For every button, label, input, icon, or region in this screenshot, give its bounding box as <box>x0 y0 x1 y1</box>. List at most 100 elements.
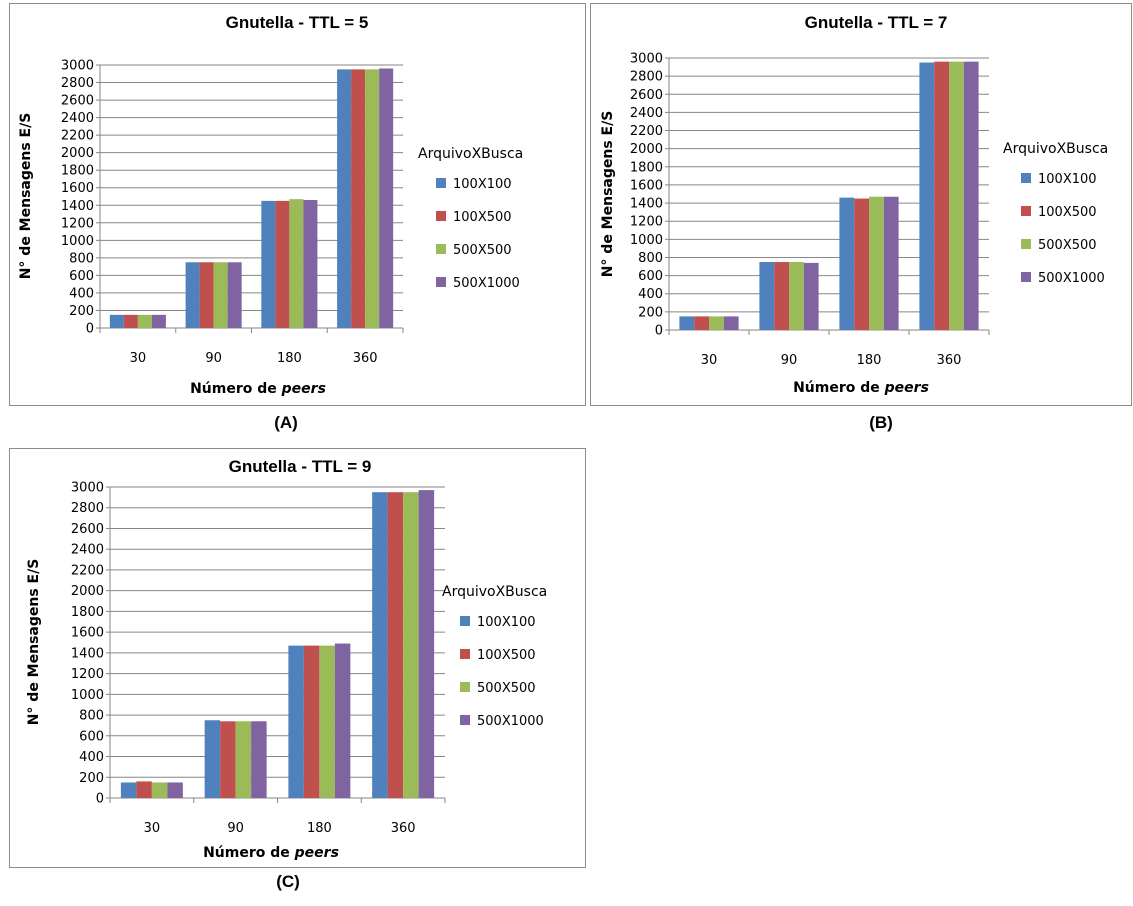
y-tick-label: 2000 <box>630 142 663 157</box>
legend-label: 100X100 <box>1038 172 1097 187</box>
y-tick-label: 2200 <box>61 129 94 144</box>
x-axis-label: Número de peers <box>190 381 326 397</box>
bar-100X500-90 <box>199 262 214 328</box>
legend-swatch <box>1021 272 1031 282</box>
bar-100X500-360 <box>351 69 366 328</box>
legend-label: 500X1000 <box>1038 271 1105 286</box>
chart-a-svg: Gnutella - TTL = 5 0 200 400 600 800 1000 1200 1… <box>18 13 523 397</box>
legend-title: ArquivoXBusca <box>1003 141 1108 157</box>
bar-100X100-30 <box>679 316 695 330</box>
legend-swatch <box>460 616 470 626</box>
chart-title: Gnutella - TTL = 5 <box>226 13 369 32</box>
bar-100X500-180 <box>854 198 869 330</box>
bar-500X1000-90 <box>803 262 819 330</box>
legend-label: 500X1000 <box>453 276 520 291</box>
y-tick-label: 0 <box>86 322 94 337</box>
y-axis-label: N° de Mensagens E/S <box>600 111 616 278</box>
x-tick-label: 360 <box>937 353 962 368</box>
x-axis-label: Número de peers <box>203 845 339 861</box>
y-tick-label: 2800 <box>630 70 663 85</box>
y-tick-label: 1600 <box>61 181 94 196</box>
bar-500X500-360 <box>403 492 419 798</box>
y-tick-label: 1600 <box>71 626 104 641</box>
x-axis-label-prefix: Número de <box>793 380 885 396</box>
y-tick-label: 600 <box>638 269 663 284</box>
bar-500X500-180 <box>319 645 335 798</box>
x-tick-label: 180 <box>277 351 302 366</box>
y-tick-label: 2600 <box>630 88 663 103</box>
chart-panel-c: Gnutella - TTL = 9 0 200 400 600 800 1000 1200 1… <box>0 445 590 906</box>
legend-swatch <box>436 211 446 221</box>
y-tick-label: 800 <box>69 251 94 266</box>
x-tick-label: 90 <box>781 353 798 368</box>
y-tick-label: 2000 <box>61 146 94 161</box>
chart-panel-a: Gnutella - TTL = 5 0 200 400 600 800 1000 1200 1… <box>0 0 590 440</box>
legend-swatch <box>460 715 470 725</box>
x-tick-label: 90 <box>205 351 222 366</box>
bar-100X500-360 <box>387 492 404 798</box>
y-tick-label: 800 <box>79 709 104 724</box>
bar-100X100-360 <box>372 492 388 798</box>
bar-500X1000-90 <box>227 262 242 328</box>
y-tick-label: 1800 <box>630 160 663 175</box>
bar-100X100-90 <box>759 262 775 330</box>
y-tick-label: 600 <box>79 729 104 744</box>
y-tick-label: 2600 <box>71 522 104 537</box>
y-tick-label: 1000 <box>630 233 663 248</box>
bar-100X500-30 <box>136 781 152 798</box>
bar-500X500-180 <box>869 196 884 330</box>
bar-500X500-30 <box>709 316 724 330</box>
y-tick-label: 1200 <box>61 216 94 231</box>
chart-title: Gnutella - TTL = 9 <box>229 457 372 476</box>
chart-b-svg: Gnutella - TTL = 7 0 200 400 600 800 1000 1200 1… <box>600 13 1108 396</box>
bar-500X500-30 <box>137 314 152 328</box>
y-tick-label: 400 <box>69 286 94 301</box>
y-tick-label: 1200 <box>71 667 104 682</box>
y-tick-label: 1000 <box>61 234 94 249</box>
bar-100X100-180 <box>839 197 855 330</box>
legend-swatch <box>1021 206 1031 216</box>
y-tick-label: 1400 <box>71 646 104 661</box>
bar-100X500-360 <box>934 61 949 330</box>
legend-swatch <box>436 277 446 287</box>
y-tick-label: 3000 <box>61 59 94 74</box>
bar-100X100-360 <box>337 69 352 328</box>
y-tick-label: 2400 <box>71 543 104 558</box>
legend-swatch <box>460 682 470 692</box>
bar-100X500-90 <box>774 262 789 330</box>
bar-500X1000-360 <box>379 68 394 329</box>
legend-label: 500X1000 <box>477 714 544 729</box>
bar-500X500-90 <box>235 721 252 798</box>
x-tick-label: 30 <box>130 351 147 366</box>
legend-title: ArquivoXBusca <box>418 146 523 162</box>
legend-label: 500X500 <box>1038 238 1097 253</box>
bar-100X100-180 <box>261 200 276 328</box>
y-tick-label: 400 <box>79 750 104 765</box>
y-tick-label: 2400 <box>61 111 94 126</box>
y-tick-label: 2800 <box>61 76 94 91</box>
y-tick-label: 2000 <box>71 584 104 599</box>
y-tick-label: 600 <box>69 269 94 284</box>
panel-caption: (B) <box>869 413 893 432</box>
bar-500X1000-180 <box>303 200 318 328</box>
bar-100X100-360 <box>919 62 935 331</box>
y-tick-label: 3000 <box>630 52 663 67</box>
legend-label: 500X500 <box>477 681 536 696</box>
legend-title: ArquivoXBusca <box>442 584 547 600</box>
legend-swatch <box>1021 239 1031 249</box>
bar-500X500-90 <box>789 262 804 330</box>
x-axis-label-prefix: Número de <box>190 381 282 397</box>
bar-100X500-90 <box>220 721 236 798</box>
legend-label: 100X500 <box>477 648 536 663</box>
y-axis-label: N° de Mensagens E/S <box>18 113 34 280</box>
legend-label: 100X100 <box>477 615 536 630</box>
bar-500X1000-180 <box>883 196 899 330</box>
bar-100X100-90 <box>204 720 221 798</box>
bar-100X500-180 <box>303 645 320 798</box>
bar-100X100-90 <box>185 262 200 328</box>
y-tick-label: 2800 <box>71 501 104 516</box>
bar-500X500-180 <box>289 199 304 328</box>
chart-panel-b: Gnutella - TTL = 7 0 200 400 600 800 1000 1200 1… <box>585 0 1133 440</box>
x-axis-label-emphasis: peers <box>294 845 339 861</box>
bar-500X500-360 <box>365 69 380 328</box>
